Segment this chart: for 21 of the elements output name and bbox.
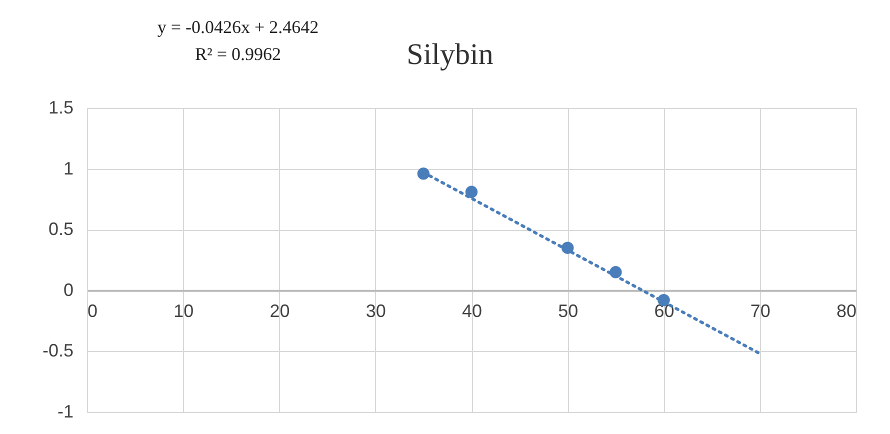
- y-tick-label: -1: [57, 402, 74, 422]
- y-tick-label: -0.5: [42, 340, 74, 361]
- point: [465, 186, 478, 198]
- x-tick-label: 30: [366, 300, 386, 321]
- chart-title: Silybin: [406, 38, 494, 71]
- x-tick-label: 10: [174, 300, 194, 321]
- text: y = -0.0426x + 2.4642: [157, 17, 319, 37]
- x-tick-label: 0: [88, 300, 98, 321]
- y-tick-label: 0: [63, 280, 74, 300]
- y-tick-label: 0.5: [48, 219, 74, 240]
- y-tick-label: 1: [63, 158, 74, 178]
- point: [417, 168, 430, 180]
- text: R² = 0.9962: [194, 44, 282, 64]
- x-tick-label: 50: [558, 300, 578, 321]
- x-tick-label: 80: [836, 300, 856, 321]
- point: [562, 242, 574, 254]
- x-tick-label: 70: [750, 300, 770, 321]
- x-tick-label: 20: [270, 300, 290, 321]
- point: [610, 266, 622, 278]
- y-tick-label: 1.5: [48, 98, 74, 118]
- x-tick-label: 40: [462, 300, 482, 321]
